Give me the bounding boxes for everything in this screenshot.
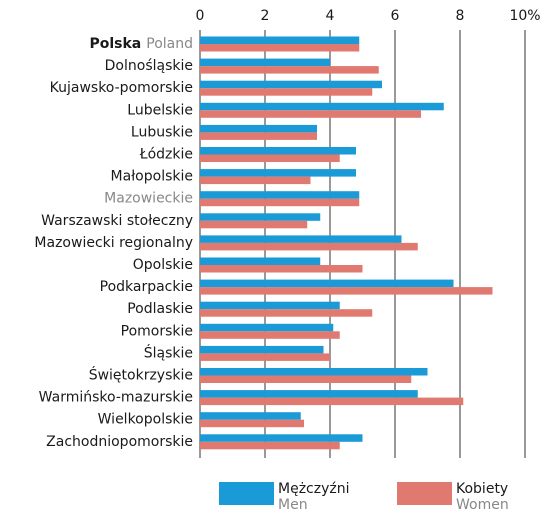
bar bbox=[200, 110, 421, 118]
bar bbox=[200, 124, 317, 133]
bar bbox=[200, 323, 334, 332]
bar bbox=[200, 434, 363, 442]
bar bbox=[200, 390, 418, 398]
legend-label-en: Women bbox=[456, 497, 509, 512]
category-name: Wielkopolskie bbox=[98, 412, 193, 428]
category-label: Podlaskie bbox=[127, 301, 193, 317]
bar bbox=[200, 353, 330, 361]
category-name: Warszawski stołeczny bbox=[41, 213, 193, 229]
category-label: Małopolskie bbox=[111, 169, 193, 185]
bar bbox=[200, 242, 418, 251]
category-label: Lubuskie bbox=[131, 124, 193, 140]
bar bbox=[200, 44, 360, 52]
bar bbox=[200, 36, 360, 44]
category-name: Łódzkie bbox=[139, 147, 193, 163]
category-label: Świętokrzyskie bbox=[89, 366, 193, 384]
category-name: Śląskie bbox=[144, 343, 193, 361]
bar bbox=[200, 368, 428, 376]
bar bbox=[200, 419, 304, 428]
legend-label: Kobiety bbox=[456, 481, 508, 497]
category-name: Mazowieckie bbox=[104, 191, 193, 207]
category-name: Małopolskie bbox=[111, 169, 193, 185]
category-name-en: Poland bbox=[146, 36, 193, 52]
category-name: Dolnośląskie bbox=[105, 58, 193, 74]
category-name: Opolskie bbox=[133, 257, 193, 273]
x-tick-label: 4 bbox=[326, 8, 335, 24]
bar bbox=[200, 441, 340, 450]
bar bbox=[200, 191, 360, 199]
category-label: Podkarpackie bbox=[100, 279, 193, 295]
category-label: Warmińsko-mazurskie bbox=[39, 390, 193, 406]
category-label: Warszawski stołeczny bbox=[41, 213, 193, 229]
category-label: Śląskie bbox=[144, 343, 193, 361]
category-label: Polska Poland bbox=[89, 36, 193, 52]
category-name: Pomorskie bbox=[121, 323, 193, 339]
bar bbox=[200, 265, 363, 273]
category-name: Podkarpackie bbox=[100, 279, 193, 295]
category-label: Wielkopolskie bbox=[98, 412, 193, 428]
bar bbox=[200, 279, 454, 288]
x-tick-label: 0 bbox=[196, 8, 205, 24]
category-name: Warmińsko-mazurskie bbox=[39, 390, 193, 406]
category-label: Mazowiecki regionalny bbox=[34, 235, 193, 251]
category-name: Mazowiecki regionalny bbox=[34, 235, 193, 251]
category-label: Pomorskie bbox=[121, 323, 193, 339]
bar bbox=[200, 309, 373, 317]
bar bbox=[200, 154, 340, 162]
x-tick-label: 8 bbox=[456, 8, 465, 24]
category-label: Zachodniopomorskie bbox=[46, 434, 193, 450]
bar bbox=[200, 66, 379, 74]
category-name: Lubuskie bbox=[131, 124, 193, 140]
category-label: Lubelskie bbox=[127, 102, 193, 118]
legend-swatch bbox=[219, 482, 274, 505]
x-tick-label: 2 bbox=[261, 8, 270, 24]
bar bbox=[200, 375, 412, 383]
bar bbox=[200, 102, 444, 111]
category-name: Lubelskie bbox=[127, 102, 193, 118]
bar bbox=[200, 88, 373, 96]
bar bbox=[200, 301, 340, 310]
bar bbox=[200, 176, 311, 185]
bar bbox=[200, 220, 308, 229]
category-name: Świętokrzyskie bbox=[89, 366, 193, 384]
bar bbox=[200, 198, 360, 207]
legend-label: Mężczyźni bbox=[278, 481, 349, 497]
x-tick-label: 6 bbox=[391, 8, 400, 24]
bar bbox=[200, 287, 493, 295]
legend-label-en: Men bbox=[278, 497, 308, 512]
category-name: Podlaskie bbox=[127, 301, 193, 317]
category-label: Mazowieckie bbox=[104, 191, 193, 207]
bar bbox=[200, 169, 356, 177]
category-label: Opolskie bbox=[133, 257, 193, 273]
category-name: Kujawsko-pomorskie bbox=[50, 80, 193, 96]
bar bbox=[200, 80, 382, 89]
x-tick-label: 10% bbox=[509, 8, 540, 24]
bar bbox=[200, 58, 330, 67]
category-label: Dolnośląskie bbox=[105, 58, 193, 74]
bar bbox=[200, 213, 321, 221]
category-name: Zachodniopomorskie bbox=[46, 434, 193, 450]
bar bbox=[200, 345, 324, 354]
bar bbox=[200, 235, 402, 243]
bar bbox=[200, 132, 317, 140]
category-label: Kujawsko-pomorskie bbox=[50, 80, 193, 96]
bar bbox=[200, 331, 340, 339]
legend-swatch bbox=[397, 482, 452, 505]
bar bbox=[200, 412, 301, 420]
category-label: Łódzkie bbox=[139, 147, 193, 163]
bar bbox=[200, 257, 321, 265]
bar bbox=[200, 397, 464, 406]
category-name: Polska bbox=[89, 36, 141, 52]
bar bbox=[200, 147, 356, 155]
